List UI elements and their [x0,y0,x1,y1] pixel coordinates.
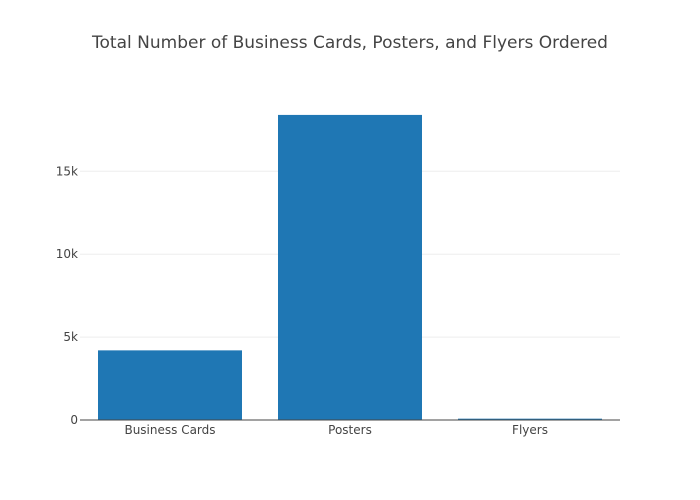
chart-title: Total Number of Business Cards, Posters,… [92,33,608,53]
y-tick-label: 15k [56,164,78,178]
bar [458,418,602,420]
y-tick-label: 10k [56,247,78,261]
x-tick-label: Business Cards [124,423,215,437]
bar [98,350,242,420]
x-tick-label: Posters [328,423,372,437]
x-tick-label: Flyers [512,423,548,437]
bars [98,114,602,421]
y-tick-label: 5k [63,330,78,344]
y-tick-label: 0 [70,413,78,427]
y-axis-ticks: 0 5k 10k 15k [56,164,78,427]
x-axis-ticks: Business Cards Posters Flyers [124,423,547,437]
bar [278,114,422,421]
